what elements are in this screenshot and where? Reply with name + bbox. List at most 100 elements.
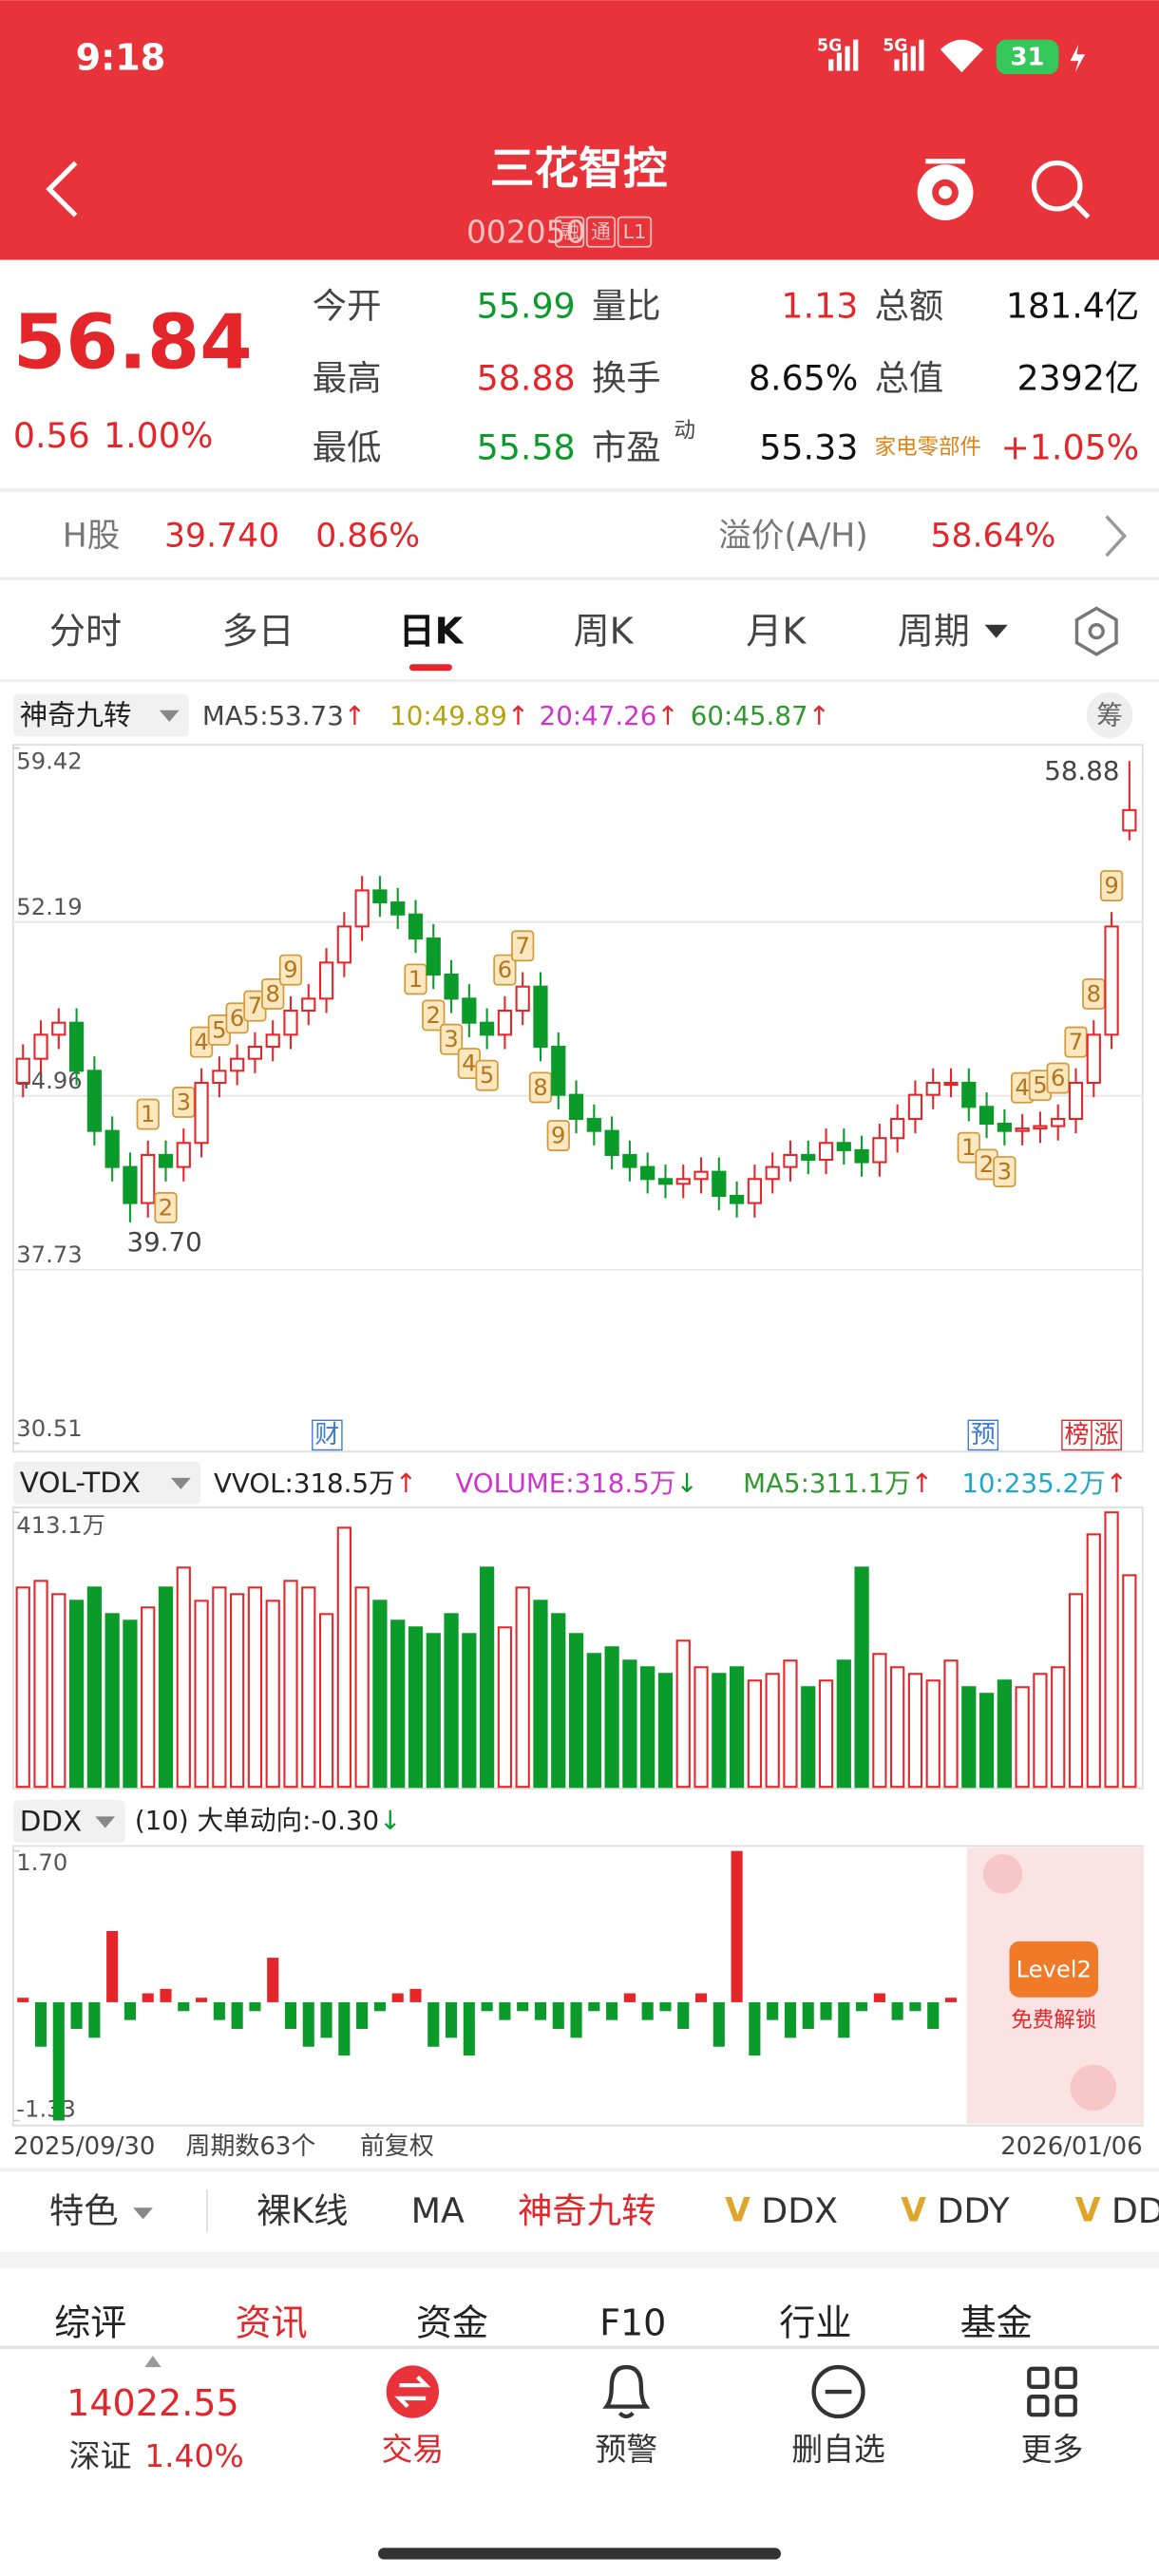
candle-body xyxy=(568,1093,584,1121)
nine-turn-label: 3 xyxy=(998,1159,1012,1185)
volume-bar xyxy=(978,1693,995,1789)
volume-bar xyxy=(176,1566,191,1789)
toolbar-item[interactable]: DDX xyxy=(761,2190,838,2231)
candle-body xyxy=(336,925,352,964)
ddx-bar xyxy=(231,2001,243,2030)
legend-text: 60:45.87 xyxy=(691,699,808,730)
ddx-bar xyxy=(196,1998,208,2002)
candle-body xyxy=(729,1194,745,1204)
nine-turn-label: 5 xyxy=(1033,1072,1047,1099)
volume-bar xyxy=(818,1679,834,1789)
indicator-select[interactable] xyxy=(12,693,190,737)
toolbar-item[interactable]: 神奇九转 xyxy=(518,2190,656,2231)
feature-menu[interactable]: 特色 xyxy=(49,2190,119,2231)
volume-bar xyxy=(426,1633,441,1789)
info-tab[interactable]: 综评 xyxy=(54,2301,126,2343)
event-marker[interactable]: 榜 xyxy=(1064,1421,1089,1449)
candle-body xyxy=(657,1178,674,1185)
volume-bar xyxy=(943,1659,959,1789)
info-tab[interactable]: 基金 xyxy=(960,2301,1033,2343)
lock-button[interactable] xyxy=(1009,1941,1098,1998)
h-share-chevron[interactable] xyxy=(1105,515,1128,558)
legend-entry: (10) 大单动向:-0.30↓ xyxy=(135,1804,401,1835)
candle-body xyxy=(33,1033,48,1060)
indicator-select[interactable] xyxy=(12,1800,125,1844)
lock-title: Level2 xyxy=(1016,1956,1092,1982)
event-marker[interactable]: 涨 xyxy=(1094,1421,1119,1449)
event-marker[interactable]: 财 xyxy=(314,1421,339,1449)
volume-bar xyxy=(533,1600,548,1789)
candle-body xyxy=(765,1165,780,1181)
nine-turn-box xyxy=(1099,870,1124,901)
toolbar-item[interactable]: DD xyxy=(1112,2190,1159,2231)
toolbar-item[interactable]: DDY xyxy=(937,2190,1010,2231)
legend-arrow: ↑ xyxy=(395,1468,417,1499)
volume-bar xyxy=(372,1600,388,1789)
period-tab[interactable]: 多日 xyxy=(222,611,294,653)
volume-bar xyxy=(68,1600,85,1789)
legend-text: (10) 大单动向:-0.30 xyxy=(135,1804,379,1835)
settings-icon[interactable] xyxy=(1074,606,1118,656)
more-icon xyxy=(1027,2366,1077,2417)
premium-value: 58.64% xyxy=(930,517,1055,555)
h-share-pct: 0.86% xyxy=(315,517,420,555)
toolbar-item[interactable]: MA xyxy=(411,2190,465,2231)
end-date: 2026/01/06 xyxy=(1000,2132,1143,2161)
tag-box xyxy=(617,216,653,248)
back-button[interactable] xyxy=(46,161,78,218)
candle-body xyxy=(230,1057,245,1072)
nav-item[interactable]: 交易 xyxy=(381,2431,444,2468)
info-tab[interactable]: 资金 xyxy=(416,2301,488,2343)
candle-body xyxy=(997,1122,1012,1132)
ddx-bar xyxy=(373,2001,386,2012)
nine-turn-label: 1 xyxy=(961,1134,976,1161)
info-tab[interactable]: 行业 xyxy=(779,2301,851,2343)
nine-turn-label: 9 xyxy=(283,957,297,983)
legend-text: MA5:53.73 xyxy=(202,699,344,730)
period-tab[interactable]: 分时 xyxy=(49,611,122,653)
indicator-select[interactable] xyxy=(12,1461,201,1505)
candle-body xyxy=(1068,1081,1084,1121)
candle-body xyxy=(123,1165,138,1204)
ddx-bar xyxy=(784,2001,797,2038)
nav-item[interactable]: 更多 xyxy=(1021,2431,1084,2468)
candle-body xyxy=(533,985,548,1049)
period-tab[interactable]: 周期 xyxy=(898,611,970,653)
legend-arrow: ↑ xyxy=(911,1468,933,1499)
low-label: 39.70 xyxy=(126,1226,201,1258)
legend-text: VOLUME:318.5万 xyxy=(455,1468,675,1499)
charging-icon xyxy=(1070,44,1086,73)
indicator-name: VOL-TDX xyxy=(20,1467,141,1499)
info-tab[interactable]: 资讯 xyxy=(235,2301,307,2343)
event-marker[interactable]: 预 xyxy=(971,1421,996,1449)
volume-bar xyxy=(747,1679,762,1789)
info-tab[interactable]: F10 xyxy=(599,2301,666,2343)
candle-body xyxy=(212,1070,227,1085)
search-button[interactable] xyxy=(1031,160,1091,219)
ddx-bar xyxy=(838,2001,850,2038)
toolbar-item[interactable]: 裸K线 xyxy=(256,2190,348,2231)
dropdown-arrow xyxy=(159,710,180,722)
period-tab[interactable]: 周K xyxy=(574,611,635,653)
candle-body xyxy=(943,1081,959,1087)
ddx-bar xyxy=(463,2001,475,2056)
alert-icon xyxy=(602,2364,651,2419)
robot-icon[interactable] xyxy=(917,159,974,221)
trade-icon xyxy=(386,2365,440,2418)
legend-arrow: ↓ xyxy=(675,1468,697,1499)
nav-item[interactable]: 删自选 xyxy=(791,2431,885,2468)
period-tab[interactable]: 月K xyxy=(746,611,807,653)
candle-body xyxy=(15,1057,30,1085)
ddx-bar xyxy=(802,2001,814,2030)
stock-title: 三花智控 xyxy=(490,143,668,195)
nine-turn-label: 8 xyxy=(533,1074,547,1101)
nine-turn-box xyxy=(278,954,303,986)
chip-button[interactable] xyxy=(1086,691,1133,739)
candle-body xyxy=(497,1009,513,1036)
nine-turn-box xyxy=(261,978,285,1010)
index-value[interactable]: 14022.55 xyxy=(66,2382,239,2424)
volume-bar xyxy=(801,1686,816,1789)
period-tab[interactable]: 日K xyxy=(399,611,465,653)
ddx-bar xyxy=(391,1993,404,2002)
nav-item[interactable]: 预警 xyxy=(595,2431,657,2468)
